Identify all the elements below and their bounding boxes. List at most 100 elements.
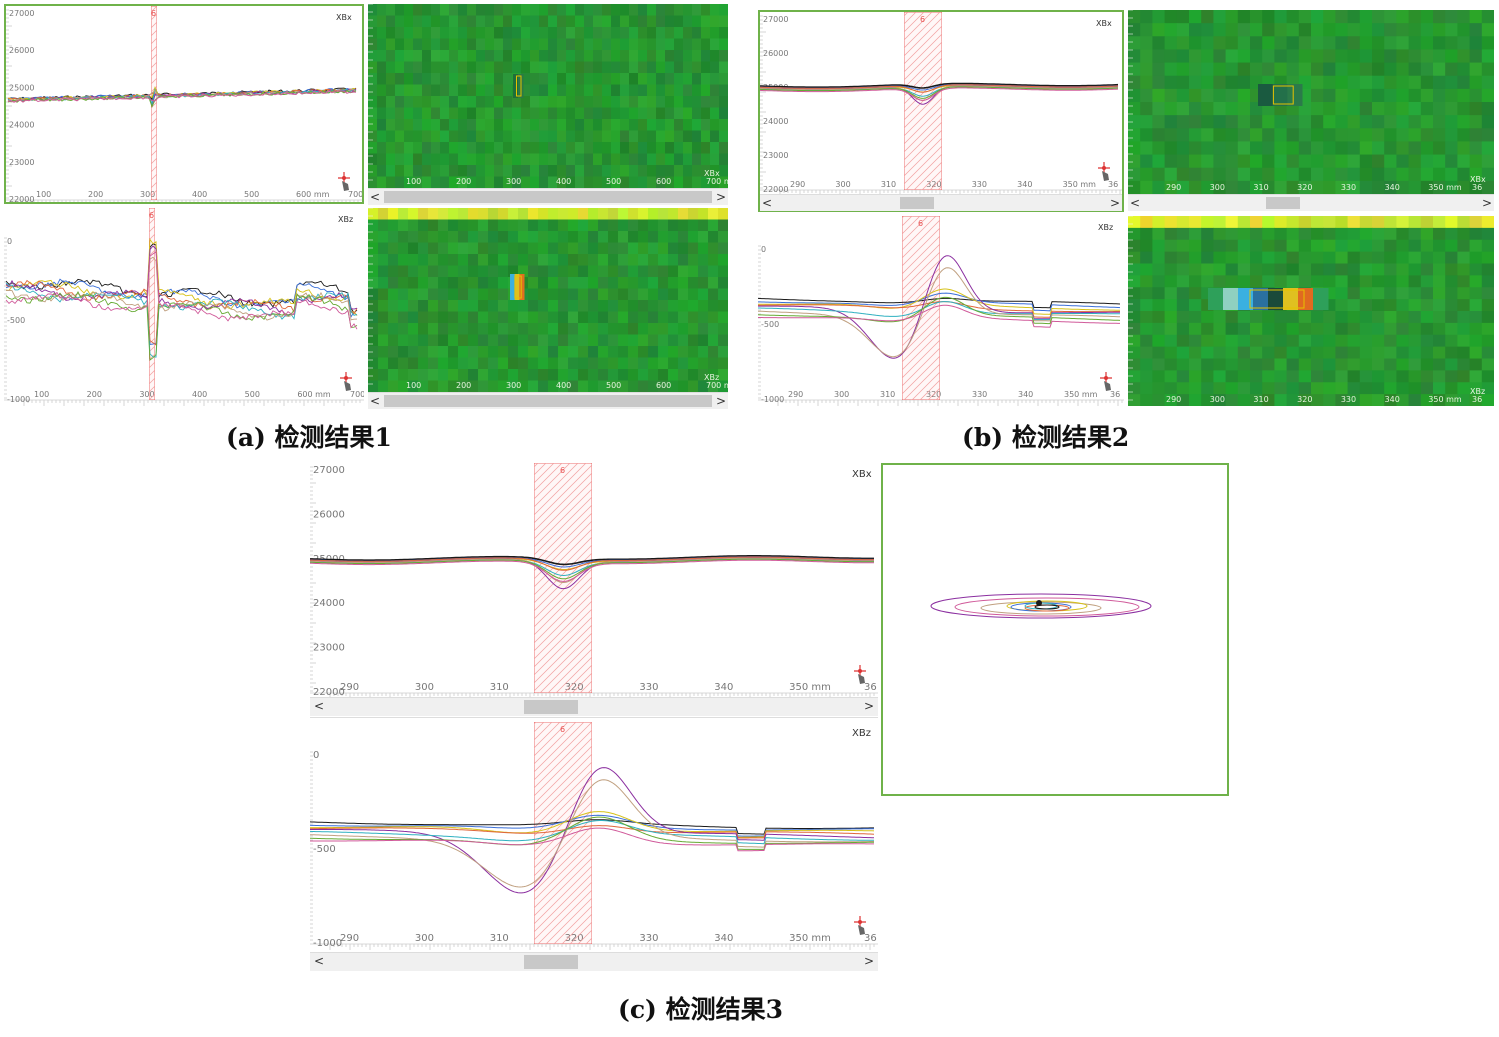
b-xbx-chart[interactable]: 27000 26000 25000 24000 23000 22000 290 300 310 3… (758, 10, 1124, 212)
heat-cell (1445, 49, 1458, 64)
heat-cell (611, 84, 621, 97)
heat-cell (512, 176, 522, 188)
heat-cell (1213, 75, 1227, 90)
scroll-thumb[interactable] (384, 191, 712, 203)
heat-cell (395, 96, 405, 108)
heat-cell (1408, 167, 1422, 182)
scroll-thumb[interactable] (1266, 197, 1300, 209)
heat-cell (388, 369, 399, 381)
scroll-thumb[interactable] (524, 955, 578, 969)
heat-cell (485, 15, 495, 28)
c-xbz-chart[interactable]: 0-500-1000290300310320330340350 mm36XBz6… (310, 722, 878, 972)
x-tick-label: 310 (880, 390, 895, 399)
heat-cell (377, 96, 387, 108)
b-xbx-heat-scrollbar[interactable]: < > (1128, 194, 1494, 211)
heat-cell (1225, 167, 1239, 182)
scroll-right-button[interactable]: > (1481, 196, 1493, 210)
heat-cell (1201, 180, 1214, 194)
scroll-right-button[interactable]: > (863, 954, 875, 968)
scroll-left-button[interactable]: < (1129, 196, 1141, 210)
scroll-left-button[interactable]: < (313, 954, 325, 968)
heat-cell (408, 219, 419, 232)
scroll-right-button[interactable]: > (715, 394, 727, 408)
heat-cell (458, 176, 468, 188)
b-xbx-scrollbar[interactable]: < > (760, 194, 1122, 211)
heat-cell (578, 334, 589, 347)
marker-hatch (4, 208, 141, 400)
heat-cell (404, 27, 414, 39)
scroll-left-button[interactable]: < (369, 190, 381, 204)
heat-cell (608, 311, 619, 324)
scroll-left-button[interactable]: < (369, 394, 381, 408)
heat-cell (408, 242, 419, 255)
c-xbz-scrollbar[interactable]: < > (310, 952, 878, 971)
b-xbx-heatmap[interactable]: 290 300 310 320 330 340 350 mm 36 XBx < > (1128, 10, 1494, 212)
heat-cell (683, 27, 693, 39)
scroll-right-button[interactable]: > (715, 190, 727, 204)
heat-cell (448, 334, 459, 347)
a-xbz-heat-scrollbar[interactable]: < > (368, 392, 728, 409)
heat-cell (476, 15, 486, 28)
a-xbz-chart[interactable]: 0 -500 -1000 100 200 300 400 500 600 mm 700 XBz 6 (4, 208, 364, 408)
b-xbz-heatmap[interactable]: 290 300 310 320 330 340 350 mm 36 XBz (1128, 216, 1494, 406)
heat-cell (1481, 62, 1494, 77)
a-xbx-chart[interactable]: 27000 26000 25000 24000 23000 22000 100 200 300 4… (4, 4, 364, 204)
heat-cell (1237, 23, 1251, 37)
scroll-left-button[interactable]: < (761, 196, 773, 210)
heat-cell (718, 357, 728, 370)
heat-cell (1420, 263, 1434, 276)
heat-cell (449, 84, 459, 97)
heat-cell (674, 176, 684, 188)
heat-cell (1152, 287, 1166, 300)
heat-cell (428, 357, 439, 370)
heat-cell (440, 27, 450, 39)
c-lissajous-chart[interactable] (881, 463, 1229, 796)
scroll-thumb[interactable] (900, 197, 934, 209)
c-xbx-chart[interactable]: 27000 26000 25000 24000 23000 22000 290 300 310 3… (310, 463, 878, 718)
heat-cell (467, 107, 477, 120)
scroll-thumb[interactable] (384, 395, 712, 407)
heat-cell (1481, 167, 1494, 182)
a-xbx-heat-scrollbar[interactable]: < > (368, 188, 728, 205)
heat-cell (708, 334, 719, 347)
heat-cell (1359, 275, 1373, 288)
heat-cell (602, 27, 612, 39)
heat-cell (404, 73, 414, 85)
hand-cursor-icon (342, 181, 349, 191)
heat-cell (485, 142, 495, 154)
c-xbx-scrollbar[interactable]: < > (310, 697, 878, 716)
heat-cell (1347, 287, 1361, 300)
x-tick-label: 350 mm (1063, 180, 1097, 189)
scroll-thumb[interactable] (524, 700, 578, 714)
heat-cell (1457, 322, 1471, 336)
heat-cell (1359, 311, 1373, 324)
heat-cell (503, 50, 513, 62)
heat-cell (1140, 346, 1153, 359)
heat-cell (476, 61, 486, 74)
heat-cell (1176, 62, 1190, 77)
marker-hatch (151, 189, 157, 197)
heat-cell (1128, 49, 1141, 64)
scroll-left-button[interactable]: < (313, 699, 325, 713)
heat-cell (498, 288, 509, 301)
heat-cell (1176, 311, 1190, 324)
heat-cell (1457, 358, 1471, 371)
heat-cell (1384, 394, 1397, 406)
scroll-right-button[interactable]: > (1109, 196, 1121, 210)
heat-cell (1201, 311, 1214, 324)
heat-cell (467, 50, 477, 62)
heat-cell (1481, 128, 1494, 142)
heat-cell (408, 334, 419, 347)
x-tick-label: 500 (244, 190, 259, 199)
heat-cell (1347, 322, 1361, 336)
heat-cell (1286, 23, 1300, 37)
heat-x-label: 340 (1385, 183, 1400, 192)
heat-cell (1469, 394, 1483, 406)
heat-cell (557, 27, 567, 39)
heat-cell (1445, 358, 1458, 371)
heat-cell (568, 231, 579, 243)
scroll-right-button[interactable]: > (863, 699, 875, 713)
